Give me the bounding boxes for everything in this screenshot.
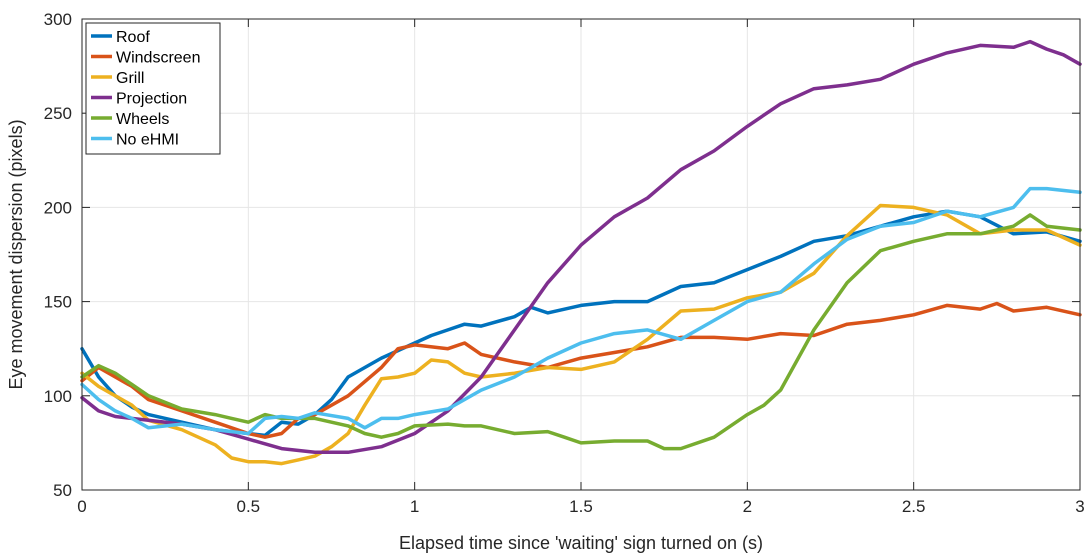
x-tick-label: 0 xyxy=(77,497,86,516)
x-tick-label: 0.5 xyxy=(237,497,261,516)
x-axis-label: Elapsed time since 'waiting' sign turned… xyxy=(399,533,763,553)
legend-box xyxy=(85,22,221,155)
y-tick-label: 300 xyxy=(44,10,72,29)
y-tick-label: 150 xyxy=(44,293,72,312)
legend-label: Grill xyxy=(116,70,144,87)
y-tick-label: 100 xyxy=(44,387,72,406)
x-tick-label: 3 xyxy=(1075,497,1084,516)
y-tick-label: 200 xyxy=(44,198,72,217)
y-axis-label: Eye movement dispersion (pixels) xyxy=(6,119,26,389)
x-tick-label: 2 xyxy=(743,497,752,516)
series-line-projection xyxy=(80,39,1082,455)
x-tick-label: 1 xyxy=(410,497,419,516)
y-tick-label: 250 xyxy=(44,104,72,123)
series-lines xyxy=(80,39,1082,466)
series-line-no-ehmi xyxy=(80,186,1082,436)
tick-labels: 0 0.5 1 1.5 2 2.5 3 50 100 150 200 250 300 xyxy=(44,10,1085,516)
x-tick-label: 2.5 xyxy=(902,497,926,516)
legend-label: No eHMI xyxy=(116,132,179,149)
legend-label: Wheels xyxy=(116,111,169,128)
x-tick-label: 1.5 xyxy=(569,497,593,516)
series-line-windscreen xyxy=(80,301,1082,439)
legend-label: Projection xyxy=(116,91,187,108)
legend-label: Windscreen xyxy=(116,50,200,67)
series-line-wheels xyxy=(80,213,1082,451)
legend: Roof Windscreen Grill Projection Wheels No eH… xyxy=(85,22,221,155)
legend-label: Roof xyxy=(116,29,150,46)
series-line-grill xyxy=(80,203,1082,466)
y-tick-label: 50 xyxy=(53,481,72,500)
